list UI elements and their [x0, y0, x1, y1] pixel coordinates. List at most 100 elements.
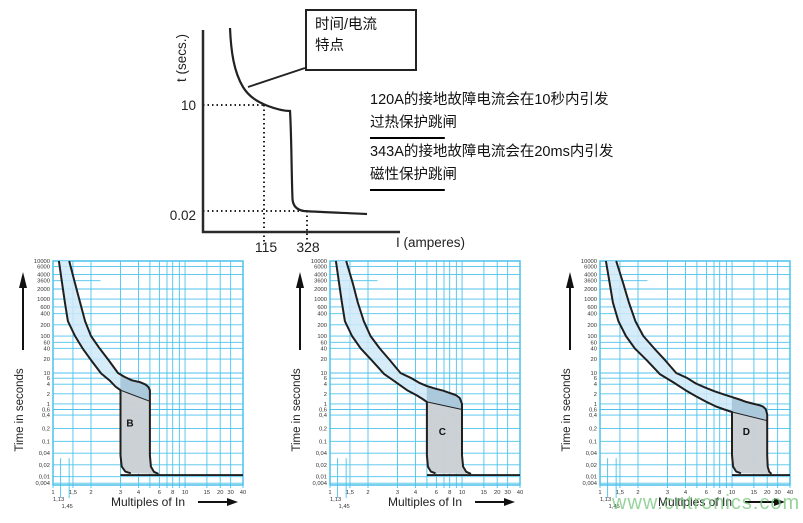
x-tick-label: 6 [158, 490, 161, 496]
x-axis-arrow-head [227, 498, 238, 506]
y-tick-label: 10000 [311, 259, 327, 265]
x-tick-label: 3 [119, 490, 122, 496]
y-tick-label: 0,1 [42, 439, 50, 445]
upper-limit-curve [345, 260, 472, 475]
y-tick-label: 600 [317, 305, 327, 311]
x-axis-arrow-head [504, 498, 515, 506]
top-y-tick-10: 10 [181, 98, 196, 113]
callout-line1: 时间/电流 [315, 17, 378, 33]
x-tick-label: 1 [598, 490, 601, 496]
x-tick-label: 20 [764, 490, 770, 496]
y-tick-label: 2 [594, 392, 597, 398]
y-tick-label: 0,4 [319, 413, 328, 419]
x-tick-label: 30 [774, 490, 780, 496]
y-tick-label: 40 [591, 346, 597, 352]
y-tick-label: 0,02 [39, 463, 50, 469]
curve-letter: C [439, 427, 446, 438]
x-tick-label: 20 [494, 490, 500, 496]
y-tick-label: 6 [47, 376, 50, 382]
y-tick-label: 10000 [34, 259, 50, 265]
curve-letter: D [743, 427, 750, 438]
y-tick-label: 0,004 [312, 481, 327, 487]
y-tick-label: 1000 [37, 297, 50, 303]
y-tick-label: 3600 [584, 279, 597, 285]
y-tick-label: 100 [317, 334, 327, 340]
x-tick-label: 8 [448, 490, 451, 496]
y-tick-label: 0,6 [589, 408, 597, 414]
y-tick-label: 200 [317, 323, 327, 329]
x-tick-label: 1,5 [69, 490, 77, 496]
y-axis-arrow-head [296, 272, 304, 288]
x-tick-label: 2 [636, 490, 639, 496]
x-tick-label: 30 [227, 490, 233, 496]
x-axis-label: Multiples of In [658, 495, 732, 509]
y-tick-label: 0,2 [589, 427, 597, 433]
y-tick-label: 600 [587, 305, 597, 311]
divider-line [731, 411, 768, 422]
top-x-tick-115: 115 [255, 239, 278, 255]
x-subtick-label: 1,45 [62, 504, 73, 510]
x-axis-label: Multiples of In [111, 495, 185, 509]
y-tick-label: 4 [47, 382, 51, 388]
y-tick-label: 4 [594, 382, 598, 388]
overlap-region [732, 397, 768, 421]
x-tick-label: 40 [517, 490, 523, 496]
y-tick-label: 0,04 [586, 451, 598, 457]
y-axis-arrow-head [19, 272, 27, 288]
y-tick-label: 200 [40, 323, 50, 329]
y-tick-label: 0,01 [586, 475, 597, 481]
y-tick-label: 0,01 [316, 475, 327, 481]
callout-line2: 特点 [315, 38, 344, 54]
divider-line [120, 389, 151, 402]
top-y-tick-002: 0.02 [170, 208, 196, 223]
magnetic-region [426, 401, 471, 474]
y-tick-label: 60 [44, 340, 50, 346]
y-tick-label: 0,04 [316, 451, 328, 457]
y-tick-label: 0,02 [316, 463, 327, 469]
y-tick-label: 0,1 [319, 439, 327, 445]
y-tick-label: 40 [44, 346, 50, 352]
y-tick-label: 3600 [314, 279, 327, 285]
x-tick-label: 30 [504, 490, 510, 496]
x-tick-label: 4 [137, 490, 141, 496]
y-tick-label: 2 [324, 392, 327, 398]
y-tick-label: 10 [44, 371, 50, 377]
magnetic-region [732, 412, 772, 474]
y-tick-label: 400 [40, 312, 50, 318]
x-tick-label: 1,5 [346, 490, 354, 496]
x-tick-label: 10 [729, 490, 735, 496]
x-axis-label: Multiples of In [388, 495, 462, 509]
y-tick-label: 6 [594, 376, 597, 382]
y-tick-label: 4000 [37, 272, 50, 278]
top-y-axis-label: t (secs.) [174, 34, 189, 82]
y-tick-label: 40 [321, 346, 327, 352]
y-tick-label: 10 [591, 371, 597, 377]
callout-leader-line [247, 67, 306, 88]
y-axis-arrow-head [566, 272, 574, 288]
top-x-axis-label: I (amperes) [396, 235, 465, 250]
y-tick-label: 0,2 [319, 427, 327, 433]
y-axis-label: Time in seconds [291, 368, 303, 452]
annotation-thermal-line2: 过热保护跳闸 [370, 112, 457, 139]
x-tick-label: 15 [751, 490, 757, 496]
y-tick-label: 0,004 [35, 481, 50, 487]
x-tick-label: 1 [51, 490, 54, 496]
curve-letter: B [126, 419, 133, 430]
upper-limit-curve [68, 260, 159, 475]
x-tick-label: 20 [217, 490, 223, 496]
annotation-thermal-line1: 120A的接地故障电流会在10秒内引发 [370, 92, 609, 108]
y-tick-label: 60 [321, 340, 327, 346]
lower-limit-curve [604, 260, 742, 475]
y-tick-label: 0,2 [42, 427, 50, 433]
y-tick-label: 600 [40, 305, 50, 311]
y-tick-label: 1 [594, 402, 597, 408]
x-subtick-label: 1,45 [609, 504, 620, 510]
annotation-thermal: 120A的接地故障电流会在10秒内引发 过热保护跳闸 [370, 89, 700, 139]
y-tick-label: 0,02 [586, 463, 597, 469]
upper-limit-curve [615, 260, 773, 475]
y-axis-label: Time in seconds [561, 368, 573, 452]
x-tick-label: 40 [240, 490, 246, 496]
lower-limit-curve [57, 260, 132, 475]
magnetic-region [120, 390, 159, 474]
